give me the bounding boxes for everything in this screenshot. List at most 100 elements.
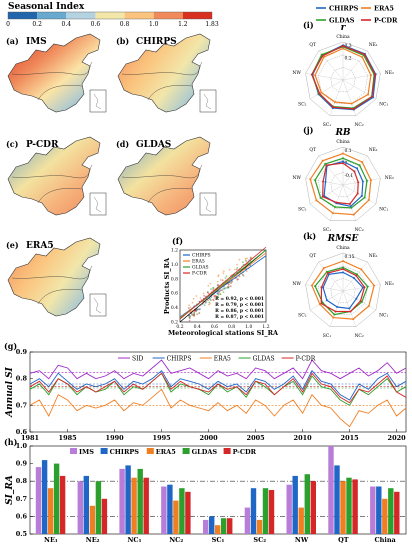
map-panel-era5: (e) ERA5 bbox=[6, 237, 107, 317]
scatter-point bbox=[205, 301, 208, 303]
radar-point bbox=[360, 194, 363, 197]
scatter-point bbox=[189, 306, 192, 309]
bar-category-label: China bbox=[374, 536, 396, 544]
radar-point bbox=[352, 108, 355, 110]
scatter-legend-label: GLDAS bbox=[192, 265, 209, 271]
radar-point bbox=[342, 266, 344, 269]
radar-point bbox=[366, 285, 369, 288]
radar-ring bbox=[330, 67, 356, 93]
scatter-point bbox=[209, 298, 212, 301]
bar-legend-swatch bbox=[70, 448, 77, 454]
bar-chirps bbox=[334, 465, 340, 534]
bar-y-tick: 0.8 bbox=[16, 477, 28, 485]
scatter-point bbox=[209, 282, 212, 285]
scatter-x-tick: 0.4 bbox=[194, 324, 201, 330]
radar-ring bbox=[318, 265, 368, 315]
radar-axis-label: NW bbox=[292, 175, 301, 181]
line-x-tick: 1981 bbox=[21, 434, 39, 442]
bar-category-label: NC₁ bbox=[127, 536, 141, 544]
scatter-point bbox=[208, 301, 211, 304]
radar-axis-label: NC₁ bbox=[379, 207, 388, 213]
radar-point bbox=[363, 286, 366, 289]
scatter-y-tick: 1.0 bbox=[171, 262, 178, 268]
region-boundary bbox=[11, 164, 93, 179]
inset-frame bbox=[89, 192, 107, 216]
radar-ring bbox=[330, 172, 356, 198]
bar-chirps bbox=[83, 475, 89, 534]
radar-point bbox=[357, 181, 360, 184]
radar-point bbox=[335, 201, 338, 204]
radar-spoke bbox=[342, 155, 368, 186]
bar-category-label: SC₂ bbox=[253, 536, 266, 544]
radar-point bbox=[333, 313, 336, 316]
china-outline bbox=[117, 33, 211, 113]
scatter-x-tick: 1.0 bbox=[245, 324, 252, 330]
scatter-point bbox=[210, 288, 212, 290]
scatter-point bbox=[222, 291, 225, 293]
inset-frame bbox=[199, 89, 217, 113]
colorbar-swatch bbox=[37, 12, 67, 19]
bar-category-label: SC₁ bbox=[212, 536, 225, 544]
map-title: CHIRPS bbox=[136, 37, 177, 47]
scatter-point bbox=[196, 313, 199, 315]
line-legend-label: CHIRPS bbox=[167, 356, 192, 363]
scatter-point bbox=[237, 278, 239, 280]
scatter-point bbox=[188, 304, 191, 307]
radar-point bbox=[359, 300, 362, 303]
bar-legend-swatch bbox=[223, 448, 231, 454]
radar-point bbox=[310, 73, 313, 76]
radar-point bbox=[321, 159, 324, 162]
scatter-x-tick: 0.8 bbox=[228, 324, 235, 330]
bar-p-cdr bbox=[227, 518, 233, 534]
colorbar: Seasonal Index 0 0.2 0.4 0.6 0.8 1.0 1.2 1.83 bbox=[6, 2, 219, 28]
radar-axis-label: QT bbox=[309, 42, 316, 48]
colorbar-swatch bbox=[153, 12, 183, 19]
radar-point bbox=[353, 170, 356, 173]
radar-spoke bbox=[310, 79, 344, 100]
radar-series-era5 bbox=[309, 152, 372, 216]
scatter-point bbox=[244, 257, 247, 260]
bar-chirps bbox=[250, 488, 257, 534]
scatter-point bbox=[191, 301, 194, 304]
scatter-point bbox=[227, 286, 229, 288]
radar-axis-label: NE₁ bbox=[369, 42, 378, 48]
region-boundary bbox=[11, 265, 93, 280]
radar-point bbox=[352, 277, 355, 279]
scatter-stat-era5: R = 0.79, p < 0.001 bbox=[215, 302, 264, 308]
radar-point bbox=[324, 162, 327, 165]
bar-gldas bbox=[53, 463, 60, 534]
bar-gldas bbox=[179, 488, 185, 534]
line-x-tick: 1995 bbox=[153, 434, 172, 442]
bar-ims bbox=[35, 467, 42, 534]
scatter-point bbox=[212, 287, 214, 290]
inset-islands bbox=[93, 196, 102, 213]
scatter-point bbox=[217, 292, 220, 294]
bar-era5 bbox=[47, 488, 54, 534]
bar-ims bbox=[286, 484, 292, 534]
radar-point bbox=[369, 179, 372, 182]
map-panel-label: (d) bbox=[116, 139, 129, 149]
colorbar-tick-label: 1.83 bbox=[205, 21, 219, 28]
radar-ring bbox=[305, 41, 381, 116]
radar-axis-label: SC₂ bbox=[298, 102, 307, 108]
scatter-point bbox=[222, 288, 225, 290]
bar-ims bbox=[161, 486, 167, 534]
map-title: GLDAS bbox=[136, 140, 171, 150]
colorbar-tick-label: 1.2 bbox=[178, 21, 188, 28]
bar-era5 bbox=[215, 525, 221, 534]
bar-gldas bbox=[262, 488, 269, 534]
radar-point bbox=[320, 91, 323, 94]
bar-p-cdr bbox=[59, 475, 66, 534]
scatter-point bbox=[203, 294, 206, 297]
bar-category-label: NE₁ bbox=[44, 536, 58, 544]
scatter-point bbox=[242, 261, 244, 264]
scatter-point bbox=[206, 291, 209, 294]
radar-point bbox=[334, 310, 337, 313]
bar-ims bbox=[119, 468, 125, 534]
radar-series-era5 bbox=[314, 47, 372, 105]
line-legend-label: GLDAS bbox=[253, 356, 275, 363]
legend-label: ERA5 bbox=[374, 5, 394, 13]
radar-point bbox=[350, 102, 353, 105]
region-boundary bbox=[37, 188, 83, 204]
